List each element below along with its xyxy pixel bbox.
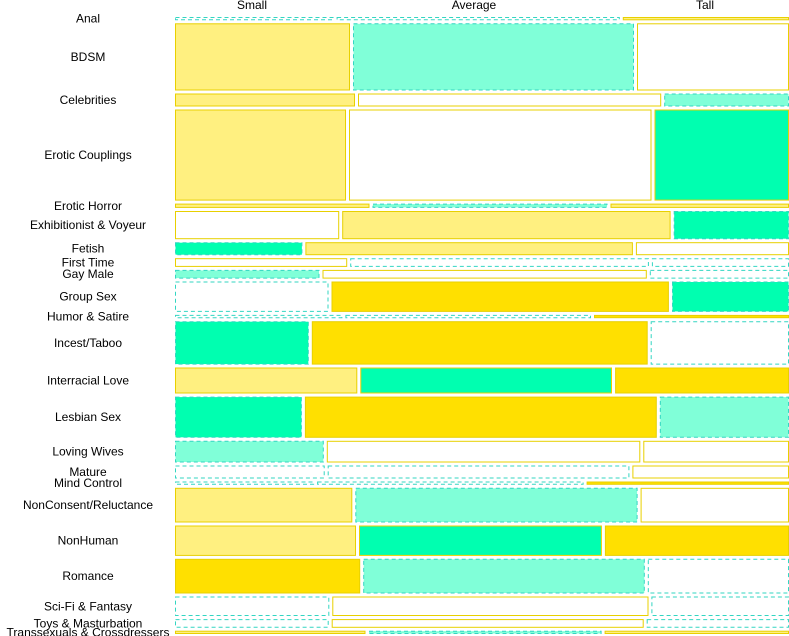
row-label-fetish: Fetish	[72, 242, 105, 256]
cell-incest-taboo-small	[175, 321, 309, 365]
cell-incest-taboo-tall	[650, 321, 789, 365]
row-label-romance: Romance	[62, 569, 114, 583]
row-label-incest-taboo: Incest/Taboo	[54, 336, 122, 350]
row-label-nonconsent-reluctance: NonConsent/Reluctance	[23, 498, 153, 512]
cell-loving-wives-average	[326, 440, 641, 463]
row-label-exhibitionist-and-voyeur: Exhibitionist & Voyeur	[30, 218, 146, 232]
cell-mature-small	[175, 465, 325, 479]
cell-fetish-tall	[635, 242, 789, 256]
cell-sci-fi-and-fantasy-small	[175, 596, 330, 616]
cell-first-time-average	[350, 258, 649, 267]
cell-nonconsent-reluctance-tall	[640, 487, 789, 523]
cell-erotic-couplings-small	[175, 109, 346, 201]
cell-fetish-average	[305, 242, 633, 256]
cell-nonconsent-reluctance-small	[175, 487, 353, 523]
cell-celebrities-small	[175, 93, 355, 107]
cell-romance-tall	[647, 558, 789, 594]
cell-transsexuals-and-crossdressers-average	[368, 630, 602, 635]
cell-fetish-small	[175, 242, 303, 256]
cell-celebrities-tall	[664, 93, 789, 107]
row-label-toys-and-masturbation: Toys & Masturbation	[34, 616, 143, 630]
cell-gay-male-small	[175, 269, 320, 279]
cell-anal-tall	[622, 17, 789, 21]
row-labels: Anal BDSM Celebrities Erotic Couplings Eroti…	[7, 12, 170, 636]
cell-gay-male-tall	[649, 269, 789, 279]
cell-mind-control-average	[317, 481, 584, 485]
mosaic-cells	[175, 17, 789, 635]
row-label-loving-wives: Loving Wives	[52, 445, 123, 459]
row-label-sci-fi-and-fantasy: Sci-Fi & Fantasy	[44, 599, 132, 613]
cell-exhibitionist-and-voyeur-average	[342, 211, 671, 240]
cell-humor-and-satire-tall	[594, 314, 789, 319]
row-label-erotic-couplings: Erotic Couplings	[44, 148, 131, 162]
cell-humor-and-satire-small	[175, 314, 343, 319]
cell-nonhuman-small	[175, 525, 356, 556]
cell-mind-control-tall	[586, 481, 789, 485]
cell-interracial-love-tall	[615, 367, 789, 394]
cell-toys-and-masturbation-average	[331, 619, 644, 628]
cell-group-sex-tall	[672, 281, 789, 312]
column-header-tall: Tall	[696, 0, 714, 12]
cell-first-time-tall	[651, 258, 789, 267]
cell-romance-small	[175, 558, 361, 594]
cell-erotic-couplings-average	[349, 109, 652, 201]
cell-transsexuals-and-crossdressers-tall	[604, 630, 789, 635]
cell-exhibitionist-and-voyeur-small	[175, 211, 340, 240]
cell-anal-small	[175, 17, 334, 21]
cell-interracial-love-average	[360, 367, 612, 394]
cell-lesbian-sex-tall	[659, 396, 789, 438]
cell-bdsm-average	[353, 23, 634, 91]
cell-toys-and-masturbation-small	[175, 619, 329, 628]
cell-anal-average	[336, 17, 620, 21]
column-headers: Small Average Tall	[237, 0, 714, 12]
row-label-interracial-love: Interracial Love	[47, 374, 129, 388]
cell-toys-and-masturbation-tall	[646, 619, 789, 628]
cell-sci-fi-and-fantasy-tall	[651, 596, 789, 616]
row-label-mind-control: Mind Control	[54, 476, 122, 490]
row-label-lesbian-sex: Lesbian Sex	[55, 410, 121, 424]
cell-mature-average	[327, 465, 630, 479]
row-label-humor-and-satire: Humor & Satire	[47, 310, 129, 324]
cell-erotic-horror-tall	[610, 203, 789, 208]
cell-nonhuman-average	[359, 525, 602, 556]
cell-erotic-horror-small	[175, 203, 370, 208]
column-header-small: Small	[237, 0, 267, 12]
cell-loving-wives-tall	[643, 440, 789, 463]
row-label-transsexuals-and-crossdressers: Transsexuals & Crossdressers	[7, 625, 170, 636]
cell-mature-tall	[632, 465, 789, 479]
cell-interracial-love-small	[175, 367, 358, 394]
cell-transsexuals-and-crossdressers-small	[175, 630, 366, 635]
cell-erotic-horror-average	[372, 203, 608, 208]
row-label-group-sex: Group Sex	[59, 290, 116, 304]
cell-nonconsent-reluctance-average	[355, 487, 638, 523]
row-label-erotic-horror: Erotic Horror	[54, 199, 122, 213]
cell-bdsm-tall	[637, 23, 789, 91]
cell-first-time-small	[175, 258, 348, 267]
row-label-nonhuman: NonHuman	[58, 534, 119, 548]
cell-lesbian-sex-small	[175, 396, 302, 438]
cell-humor-and-satire-average	[345, 314, 591, 319]
column-header-average: Average	[452, 0, 497, 12]
cell-incest-taboo-average	[311, 321, 648, 365]
cell-lesbian-sex-average	[304, 396, 657, 438]
cell-romance-average	[363, 558, 645, 594]
cell-mind-control-small	[175, 481, 315, 485]
cell-exhibitionist-and-voyeur-tall	[673, 211, 789, 240]
cell-group-sex-average	[331, 281, 669, 312]
cell-sci-fi-and-fantasy-average	[332, 596, 649, 616]
cell-loving-wives-small	[175, 440, 324, 463]
row-label-anal: Anal	[76, 12, 100, 26]
row-label-mature: Mature	[69, 465, 107, 479]
row-label-celebrities: Celebrities	[60, 93, 117, 107]
cell-gay-male-average	[322, 269, 647, 279]
row-label-bdsm: BDSM	[71, 50, 106, 64]
cell-celebrities-average	[358, 93, 662, 107]
row-label-first-time: First Time	[62, 256, 115, 270]
cell-erotic-couplings-tall	[654, 109, 789, 201]
row-label-gay-male: Gay Male	[62, 267, 114, 281]
cell-nonhuman-tall	[604, 525, 789, 556]
cell-bdsm-small	[175, 23, 350, 91]
cell-group-sex-small	[175, 281, 329, 312]
